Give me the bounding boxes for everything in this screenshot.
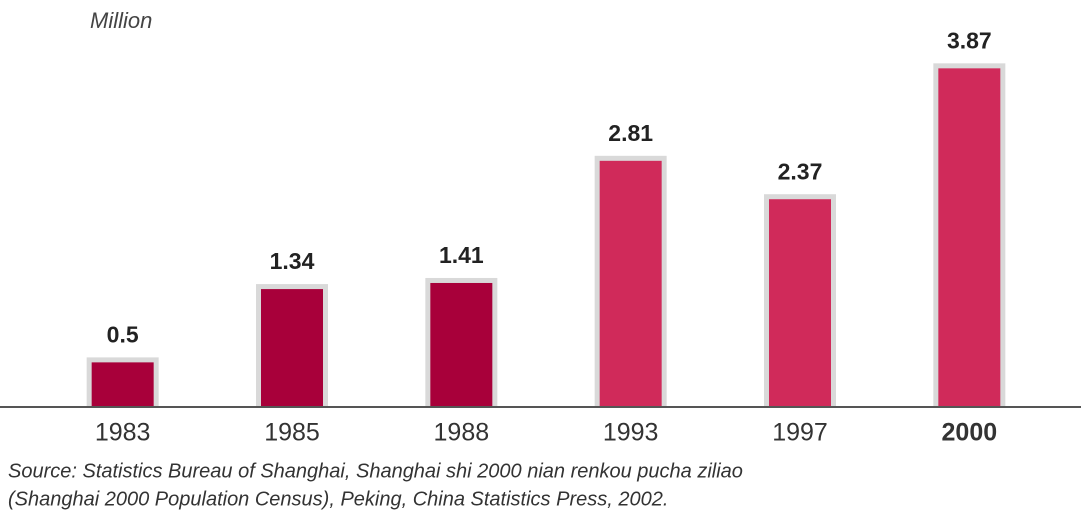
value-label: 0.5 bbox=[107, 321, 139, 347]
bar bbox=[938, 68, 1000, 406]
bar bbox=[769, 199, 831, 406]
x-tick-label: 2000 bbox=[942, 419, 998, 447]
bar bbox=[430, 283, 492, 406]
value-label: 2.81 bbox=[608, 120, 653, 146]
value-label: 2.37 bbox=[778, 158, 823, 184]
value-label: 3.87 bbox=[947, 27, 992, 53]
x-tick-label: 1997 bbox=[772, 419, 828, 447]
source-line: Source: Statistics Bureau of Shanghai, S… bbox=[8, 460, 743, 482]
value-label: 1.34 bbox=[270, 248, 315, 274]
x-tick-label: 1983 bbox=[95, 419, 151, 447]
chart: Million Source: Statistics Bureau of Sha… bbox=[0, 0, 1081, 526]
unit-label: Million bbox=[90, 8, 152, 33]
value-label: 1.41 bbox=[439, 242, 484, 268]
source-line: (Shanghai 2000 Population Census), Pekin… bbox=[8, 488, 668, 510]
bar bbox=[600, 161, 662, 406]
bar bbox=[261, 289, 323, 406]
bar bbox=[92, 362, 154, 406]
x-tick-label: 1985 bbox=[264, 419, 320, 447]
x-tick-label: 1993 bbox=[603, 419, 659, 447]
x-tick-label: 1988 bbox=[434, 419, 490, 447]
